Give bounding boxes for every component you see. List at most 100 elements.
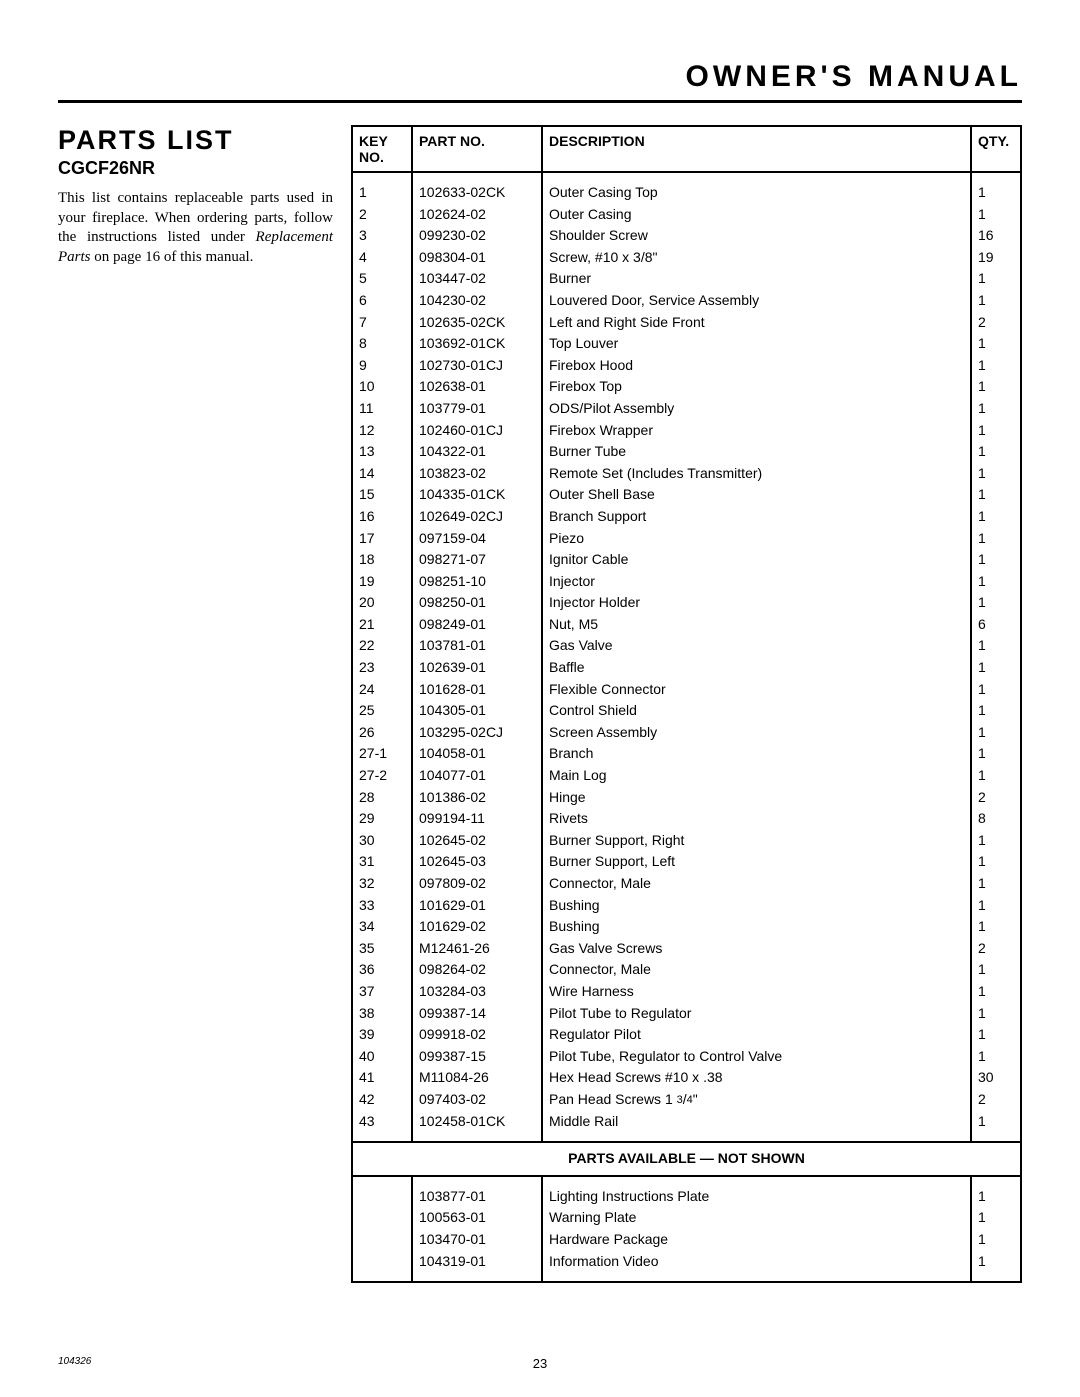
cell-part: 102624-02	[412, 204, 542, 226]
table-row: 4098304-01Screw, #10 x 3/8"19	[352, 247, 1021, 269]
cell-qty: 1	[971, 1176, 1021, 1208]
cell-desc: Firebox Top	[542, 376, 971, 398]
cell-key	[352, 1229, 412, 1251]
cell-key: 7	[352, 312, 412, 334]
cell-key: 35	[352, 938, 412, 960]
cell-key	[352, 1207, 412, 1229]
cell-desc: Piezo	[542, 528, 971, 550]
cell-key: 14	[352, 463, 412, 485]
table-row: 16102649-02CJBranch Support1	[352, 506, 1021, 528]
cell-part: 102635-02CK	[412, 312, 542, 334]
footer-page-number: 23	[533, 1356, 547, 1371]
cell-desc: ODS/Pilot Assembly	[542, 398, 971, 420]
cell-key: 29	[352, 808, 412, 830]
parts-body: 1102633-02CKOuter Casing Top12102624-02O…	[352, 172, 1021, 1282]
table-row: 19098251-10Injector1	[352, 571, 1021, 593]
cell-desc: Warning Plate	[542, 1207, 971, 1229]
table-row: 30102645-02Burner Support, Right1	[352, 830, 1021, 852]
cell-part: 097159-04	[412, 528, 542, 550]
cell-desc: Bushing	[542, 916, 971, 938]
cell-key: 13	[352, 441, 412, 463]
cell-qty: 1	[971, 1024, 1021, 1046]
cell-part: 099194-11	[412, 808, 542, 830]
cell-qty: 1	[971, 376, 1021, 398]
right-column: KEYNO. PART NO. DESCRIPTION QTY. 1102633…	[351, 125, 1022, 1283]
cell-qty: 8	[971, 808, 1021, 830]
table-row: 104319-01Information Video1	[352, 1251, 1021, 1283]
hk1: KEY	[359, 133, 405, 149]
table-row: 37103284-03Wire Harness1	[352, 981, 1021, 1003]
cell-key: 41	[352, 1067, 412, 1089]
cell-key: 9	[352, 355, 412, 377]
cell-part: 098251-10	[412, 571, 542, 593]
cell-part: 102645-02	[412, 830, 542, 852]
page-header: OWNER'S MANUAL	[58, 60, 1022, 103]
cell-desc: Regulator Pilot	[542, 1024, 971, 1046]
table-row: 27-1104058-01Branch1	[352, 743, 1021, 765]
cell-qty: 1	[971, 1207, 1021, 1229]
cell-desc: Screen Assembly	[542, 722, 971, 744]
cell-qty: 1	[971, 463, 1021, 485]
table-row: 12102460-01CJFirebox Wrapper1	[352, 420, 1021, 442]
cell-part: 104322-01	[412, 441, 542, 463]
cell-part: M11084-26	[412, 1067, 542, 1089]
table-row: 40099387-15Pilot Tube, Regulator to Cont…	[352, 1046, 1021, 1068]
cell-part: M12461-26	[412, 938, 542, 960]
cell-key: 23	[352, 657, 412, 679]
cell-key: 24	[352, 679, 412, 701]
cell-qty: 6	[971, 614, 1021, 636]
cell-desc: Injector Holder	[542, 592, 971, 614]
cell-desc: Flexible Connector	[542, 679, 971, 701]
main-content: PARTS LIST CGCF26NR This list contains r…	[58, 125, 1022, 1283]
table-row: 39099918-02Regulator Pilot1	[352, 1024, 1021, 1046]
left-column: PARTS LIST CGCF26NR This list contains r…	[58, 125, 333, 1283]
cell-desc: Burner Support, Left	[542, 851, 971, 873]
cell-qty: 1	[971, 571, 1021, 593]
cell-key: 36	[352, 959, 412, 981]
cell-part: 100563-01	[412, 1207, 542, 1229]
cell-part: 097809-02	[412, 873, 542, 895]
cell-part: 102730-01CJ	[412, 355, 542, 377]
cell-key: 6	[352, 290, 412, 312]
intro-after: on page 16 of this manual.	[91, 249, 254, 265]
cell-part: 103447-02	[412, 268, 542, 290]
cell-qty: 1	[971, 895, 1021, 917]
cell-qty: 1	[971, 420, 1021, 442]
cell-key: 31	[352, 851, 412, 873]
cell-qty: 1	[971, 657, 1021, 679]
cell-part: 101629-01	[412, 895, 542, 917]
cell-key	[352, 1251, 412, 1283]
cell-desc: Hardware Package	[542, 1229, 971, 1251]
cell-desc: Top Louver	[542, 333, 971, 355]
cell-qty: 1	[971, 916, 1021, 938]
cell-qty: 1	[971, 722, 1021, 744]
cell-key: 20	[352, 592, 412, 614]
cell-key: 11	[352, 398, 412, 420]
cell-qty: 1	[971, 830, 1021, 852]
cell-desc: Connector, Male	[542, 873, 971, 895]
section-row: PARTS AVAILABLE — NOT SHOWN	[352, 1142, 1021, 1176]
cell-qty: 1	[971, 873, 1021, 895]
cell-qty: 1	[971, 679, 1021, 701]
table-header-row: KEYNO. PART NO. DESCRIPTION QTY.	[352, 126, 1021, 172]
cell-qty: 1	[971, 981, 1021, 1003]
cell-key: 33	[352, 895, 412, 917]
cell-part: 101628-01	[412, 679, 542, 701]
cell-desc: Pan Head Screws 1 3/4"	[542, 1089, 971, 1111]
cell-part: 101386-02	[412, 787, 542, 809]
cell-part: 103781-01	[412, 635, 542, 657]
cell-desc: Outer Casing Top	[542, 172, 971, 204]
table-row: 22103781-01Gas Valve1	[352, 635, 1021, 657]
cell-qty: 1	[971, 506, 1021, 528]
footer-doc-id: 104326	[58, 1356, 91, 1367]
cell-part: 103779-01	[412, 398, 542, 420]
cell-qty: 2	[971, 1089, 1021, 1111]
header-key: KEYNO.	[352, 126, 412, 172]
cell-part: 104230-02	[412, 290, 542, 312]
cell-key: 1	[352, 172, 412, 204]
cell-qty: 1	[971, 484, 1021, 506]
cell-part: 098250-01	[412, 592, 542, 614]
table-row: 1102633-02CKOuter Casing Top1	[352, 172, 1021, 204]
cell-qty: 1	[971, 700, 1021, 722]
cell-desc: Information Video	[542, 1251, 971, 1283]
